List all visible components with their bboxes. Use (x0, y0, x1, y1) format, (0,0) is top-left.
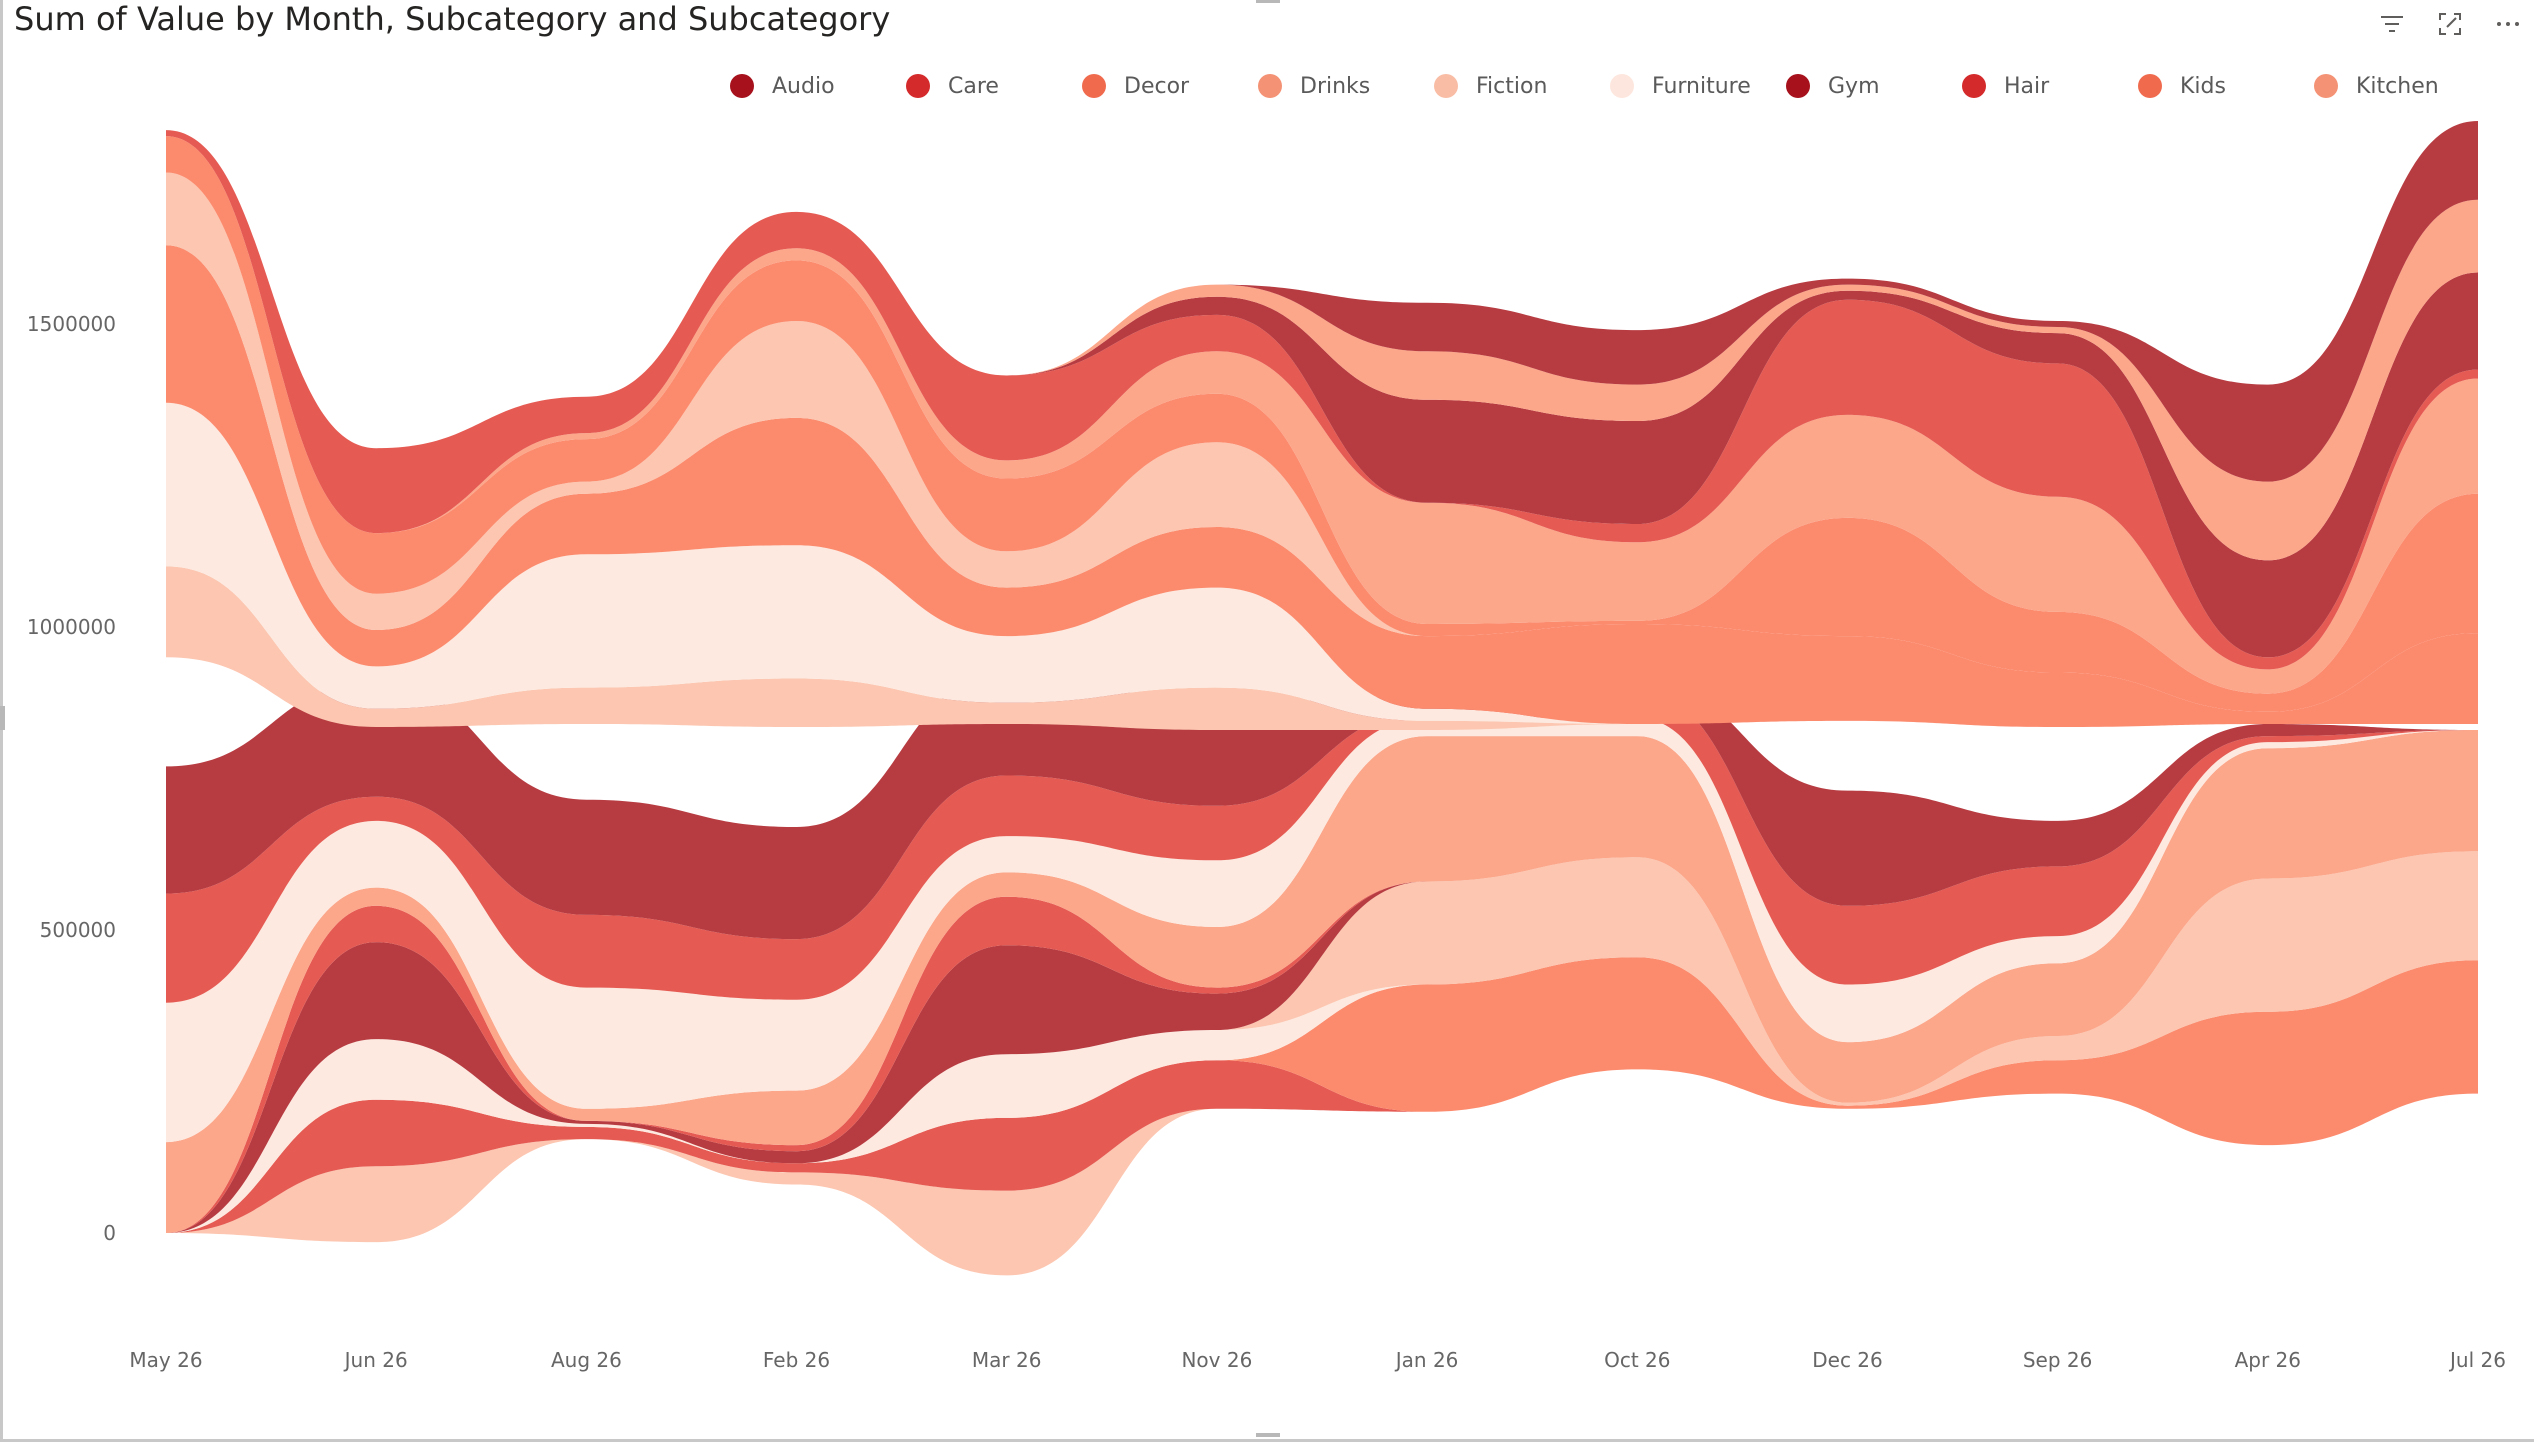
upper-ribbon-4[interactable] (166, 136, 2478, 712)
x-tick-label: Feb 26 (763, 1348, 830, 1372)
legend-marker (1786, 74, 1810, 98)
upper-ribbon-9[interactable] (166, 121, 2478, 482)
legend-label: Gym (1828, 73, 1880, 99)
legend-marker (730, 74, 754, 98)
lower-ribbon-3[interactable] (166, 957, 2478, 1233)
legend-item-kids[interactable]: Kids (2138, 66, 2226, 106)
y-tick-label: 500000 (40, 918, 116, 942)
legend-label: Hair (2004, 73, 2050, 99)
legend-label: Drinks (1300, 73, 1371, 99)
more-options-icon[interactable] (2492, 8, 2524, 40)
x-tick-label: Sep 26 (2023, 1348, 2093, 1372)
legend-item-hair[interactable]: Hair (1962, 66, 2049, 106)
lower-ribbon-1[interactable] (166, 1060, 2478, 1233)
legend-item-drinks[interactable]: Drinks (1258, 66, 1370, 106)
legend-label: Kids (2180, 73, 2226, 99)
x-tick-label: Jun 26 (343, 1348, 408, 1372)
upper-ribbon-2[interactable] (166, 245, 2478, 727)
legend-item-kitchen[interactable]: Kitchen (2314, 66, 2439, 106)
legend-label: Kitchen (2356, 73, 2439, 99)
filter-icon[interactable] (2376, 8, 2408, 40)
x-tick-label: Apr 26 (2235, 1348, 2301, 1372)
legend-marker (906, 74, 930, 98)
legend-item-care[interactable]: Care (906, 66, 999, 106)
resize-handle-left[interactable] (0, 706, 5, 730)
upper-ribbon-7[interactable] (166, 130, 2478, 658)
lower-ribbon-10[interactable] (166, 672, 2478, 940)
x-tick-label: Oct 26 (1604, 1348, 1670, 1372)
chart-title: Sum of Value by Month, Subcategory and S… (14, 0, 891, 38)
upper-ribbon-1[interactable] (166, 402, 2478, 727)
visual-header-icons (2376, 8, 2524, 40)
legend-item-decor[interactable]: Decor (1082, 66, 1189, 106)
legend-marker (1610, 74, 1634, 98)
legend-marker (1434, 74, 1458, 98)
legend-marker (1258, 74, 1282, 98)
legend-item-gym[interactable]: Gym (1786, 66, 1880, 106)
legend-label: Audio (772, 73, 835, 99)
upper-ribbon-8[interactable] (166, 130, 2478, 561)
focus-mode-icon[interactable] (2434, 8, 2466, 40)
legend-marker (1082, 74, 1106, 98)
x-tick-label: Jan 26 (1394, 1348, 1459, 1372)
legend-marker (2138, 74, 2162, 98)
upper-ribbon-6[interactable] (166, 130, 2478, 670)
x-tick-label: May 26 (129, 1348, 202, 1372)
x-tick-label: Jul 26 (2448, 1348, 2506, 1372)
lower-ribbon-7[interactable] (166, 730, 2478, 1233)
legend-item-furniture[interactable]: Furniture (1610, 66, 1751, 106)
y-tick-label: 1000000 (27, 615, 116, 639)
upper-ribbon-5[interactable] (166, 136, 2478, 694)
legend-label: Care (948, 73, 999, 99)
legend-label: Decor (1124, 73, 1190, 99)
resize-handle-bottom[interactable] (1256, 1433, 1280, 1437)
y-tick-label: 0 (103, 1221, 116, 1245)
x-tick-label: Dec 26 (1812, 1348, 1883, 1372)
lower-ribbon-8[interactable] (166, 717, 2478, 1143)
legend-item-audio[interactable]: Audio (730, 66, 835, 106)
y-tick-label: 1500000 (27, 312, 116, 336)
legend-label: Furniture (1652, 73, 1751, 99)
legend-marker (1962, 74, 1986, 98)
upper-ribbon-0[interactable] (166, 566, 2478, 730)
x-tick-label: Mar 26 (972, 1348, 1042, 1372)
x-tick-label: Aug 26 (551, 1348, 622, 1372)
legend-marker (2314, 74, 2338, 98)
legend-item-fiction[interactable]: Fiction (1434, 66, 1547, 106)
lower-ribbon-4[interactable] (166, 851, 2478, 1233)
legend-label: Fiction (1476, 73, 1548, 99)
lower-ribbon-9[interactable] (166, 690, 2478, 1003)
resize-handle-top[interactable] (1256, 0, 1280, 3)
x-tick-label: Nov 26 (1181, 1348, 1252, 1372)
